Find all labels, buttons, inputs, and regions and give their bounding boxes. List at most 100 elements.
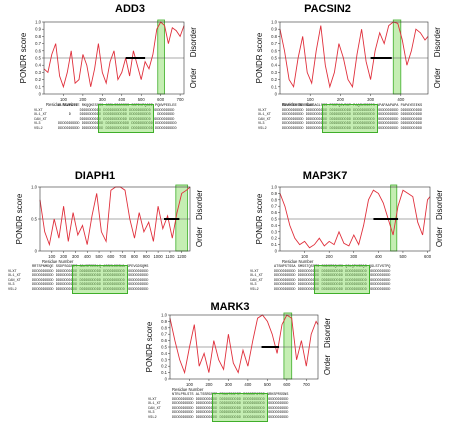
sequence-row: VLXT DDDDDDDDDD DDDDDDDDDD DDDDDDDDDD DDD…: [258, 109, 472, 114]
disorder-prediction: DDDDDDDDDD DDDDDDDDDD DDDDDDDDDD DDDDDDD…: [282, 113, 423, 117]
sequence-row: NTRLPRLSTS ALTSSRGSTP PRGGTSSPRT RSSSRPG…: [148, 393, 348, 398]
y-tick-label: 0: [275, 92, 278, 97]
sequence-row: CAN_XT DDDDDDDDDD DDDDDDDDDDD DDDDDDDDDD…: [34, 118, 234, 123]
predictor-label: VSL2: [34, 126, 43, 131]
x-tick-label: 700: [303, 382, 311, 387]
y-tick-label: 0.2: [271, 236, 277, 241]
disorder-prediction: DDDDDDDDDD DDDDDDDDDD DDDDDDDDDD DDDDDDD…: [274, 278, 391, 283]
disorder-prediction: DDDDDDDDDD DDDDDDDDDD DDDDDDDDDD DDDDDDD…: [32, 287, 149, 292]
predictor-label: VLXT: [34, 108, 43, 113]
x-tick-label: 300: [99, 97, 107, 102]
y-tick-label: 0.1: [161, 370, 167, 375]
panel-mark3: MARK3 0 0.1 0.2 0.3 0.4 0.5 0.6 0.7 0.8 0.9 1.0 100…: [120, 295, 360, 430]
predictor-label: XL1_XT: [258, 113, 271, 117]
sequence-block: NTRLPRLSTS ALTSSRGSTP PRGGTSSPRT RSSSRPG…: [148, 393, 348, 422]
sequence-row: VSL2 DDDDDDDDDD DDDDDDDDDD DDDDDDDDDD DDD…: [148, 416, 348, 421]
sequence-row: ATSNPSTSSA SMSSTQSSTS SGDSRSQKMG QSLQPHS…: [250, 265, 472, 270]
disorder-prediction: DDDDDDDDDD DDDDDDDDDD DDDDDDDDDD DDDDDDD…: [32, 283, 149, 287]
x-tick-label: 300: [367, 97, 375, 102]
x-tick-label: 1200: [177, 254, 187, 259]
y-tick-label: 0.4: [271, 63, 277, 68]
x-tick-label: 500: [96, 254, 104, 259]
x-tick-label: 300: [72, 254, 80, 259]
x-tick-label: 400: [84, 254, 92, 259]
y-tick-label: 0.1: [35, 84, 41, 89]
disorder-prediction: DDDDDDDDDD DDDDDDDDDD DDDDDDDDDD DDDDDDD…: [282, 122, 423, 126]
y-tick-label: 0.4: [35, 63, 41, 68]
disorder-label: Disorder: [195, 189, 204, 220]
disorder-prediction: DDDDDDDDDD DDDDDDDDDDD DDDDDDDDDD DDDDDD…: [58, 108, 175, 113]
disorder-label: Disorder: [433, 27, 442, 58]
highlight-region: [157, 19, 165, 95]
x-tick-label: 500: [399, 254, 407, 259]
predictor-label: CAN_XT: [8, 278, 21, 283]
x-tick-label: 200: [326, 254, 334, 259]
y-axis-label: PONDR score: [255, 193, 264, 244]
x-tick-label: 1100: [165, 254, 175, 259]
x-tick-label: 100: [301, 254, 309, 259]
y-tick-label: 0.4: [161, 351, 167, 356]
x-tick-label: 700: [119, 254, 127, 259]
pondr-series-line: [169, 314, 319, 375]
y-tick-label: 0.9: [35, 27, 41, 32]
y-tick-label: 0: [275, 249, 278, 254]
sequence-row: ELSSVPATIE RKQQKESSSS GSSLSSGSSSS SSPEVP…: [34, 104, 234, 109]
sequence-highlight: [314, 265, 370, 294]
predictor-label: VSL2: [250, 287, 259, 292]
y-tick-label: 0: [165, 377, 168, 382]
x-tick-label: 200: [337, 97, 345, 102]
x-tick-label: 600: [107, 254, 115, 259]
y-tick-label: 1.0: [271, 185, 277, 190]
y-tick-label: 0.2: [161, 364, 167, 369]
residue-sequence: ELSSVPATIE RKQQKESSSS GSSLSSGSSSS SSPEVP…: [58, 104, 177, 108]
predictor-label: VLXT: [8, 269, 17, 274]
y-tick-label: 1.0: [35, 20, 41, 25]
disorder-prediction: DDDDDDDDDD DDDDDDDDDD DDDDDDDDDD DDDDDDD…: [274, 283, 391, 287]
y-tick-label: 0.6: [271, 210, 277, 215]
y-tick-label: 0.2: [35, 77, 41, 82]
residue-sequence: ATSNPSTSSA SMSSTQSSTS SGDSRSQKMG QSLQPHS…: [274, 265, 391, 269]
y-tick-label: 0.5: [271, 56, 277, 61]
pondr-chart-diaph1: 0 0.5 1.0 100 200 300 400 500 600 700 800 900 1000 11…: [15, 185, 204, 265]
y-tick-label: 0: [39, 92, 42, 97]
disorder-label: Disorder: [189, 27, 198, 58]
y-tick-label: 0.7: [161, 332, 167, 337]
sequence-row: VL3 DDDDDDDDDD DDDDDDDDDD DDDDDDDDDD DDDD…: [258, 122, 472, 127]
disorder-prediction: DDDDDDDDDD DDDDDDDDDD DDDDDDDDDD DDDDDDD…: [172, 402, 289, 406]
sequence-highlight: [72, 265, 128, 294]
y-tick-label: 0.6: [35, 48, 41, 53]
residue-sequence: NTRLPRLSTS ALTSSRGSTP PRGGTSSPRT RSSSRPG…: [172, 393, 289, 397]
sequence-row: CAN_XT DDDDDDDDDD DDDDDDDDDD DDDDDDDDDD D…: [258, 118, 472, 123]
predictor-label: VL3: [250, 283, 257, 287]
disorder-prediction: DDDDDDDDDD DDDDDDDDDD DDDDDDDDDD DDDDDDD…: [172, 406, 289, 411]
sequence-block: ELSSVPATIE RKQQKESSSS GSSLSSGSSSS SSPEVP…: [34, 104, 234, 133]
x-tick-label: 500: [138, 97, 146, 102]
y-axis-label: PONDR score: [145, 321, 154, 372]
sequence-row: GGVPSTVSAP SAGSAGLSSS PSSPQGVSGT PAQSVRS…: [258, 104, 472, 109]
x-tick-label: 400: [118, 97, 126, 102]
sequence-block: RRTSPNMDQE SSDPSGGSET GAVSPEEDLQ ASSMLDD…: [8, 265, 233, 294]
y-tick-label: 0.7: [35, 41, 41, 46]
disorder-prediction: DDDDDDDDDD DDDDDDDDDD DDDDDDDDDD DDDDDDD…: [282, 126, 423, 131]
predictor-label: VL3: [148, 411, 155, 415]
x-tick-label: 1000: [153, 254, 163, 259]
pondr-series-line: [279, 189, 431, 249]
x-axis-label: Residue Number: [46, 102, 78, 107]
pondr-chart-mark3: 0 0.10.2 0.30.40.5 0.60.7 0.80.91.0 100 200 300…: [145, 313, 332, 393]
sequence-row: RRTSPNMDQE SSDPSGGSET GAVSPEEDLQ ASSMLDD…: [8, 265, 233, 270]
sequence-row: VL3 DDDDDDDDDD DDDDDDDDDD DDDDDDDDDD DDDD…: [148, 411, 348, 416]
y-tick-label: 0.7: [271, 204, 277, 209]
y-tick-label: 0.5: [161, 345, 167, 350]
sequence-row: CAN_XT DDDDDDDDDD DDDDDDDDDD DDDDDDDDDD D…: [148, 407, 348, 412]
pondr-chart-map3k7: 0 0.10.2 0.30.40.5 0.60.7 0.80.91.0 100 200 300…: [255, 185, 444, 265]
y-tick-label: 0.2: [271, 77, 277, 82]
disorder-prediction: DDDDDDDDDD DDDDDDDDDD DDDDDDDDDD DDDDDDD…: [32, 278, 149, 283]
sequence-row: VL3 DDDDDDDDDD DDDDDDDDDD DDDDDDDDDD DDDD…: [250, 283, 472, 288]
sequence-row: VSL2 DDDDDDDDDD DDDDDDDDDD DDDDDDDDDDD DD…: [34, 127, 234, 132]
x-tick-label: 500: [264, 382, 272, 387]
y-tick-label: 0.1: [271, 84, 277, 89]
panel-title: DIAPH1: [74, 170, 116, 182]
y-tick-label: 0.3: [35, 70, 41, 75]
predictor-label: XL1_XT: [8, 274, 21, 278]
panel-title: MAP3K7: [302, 170, 348, 182]
